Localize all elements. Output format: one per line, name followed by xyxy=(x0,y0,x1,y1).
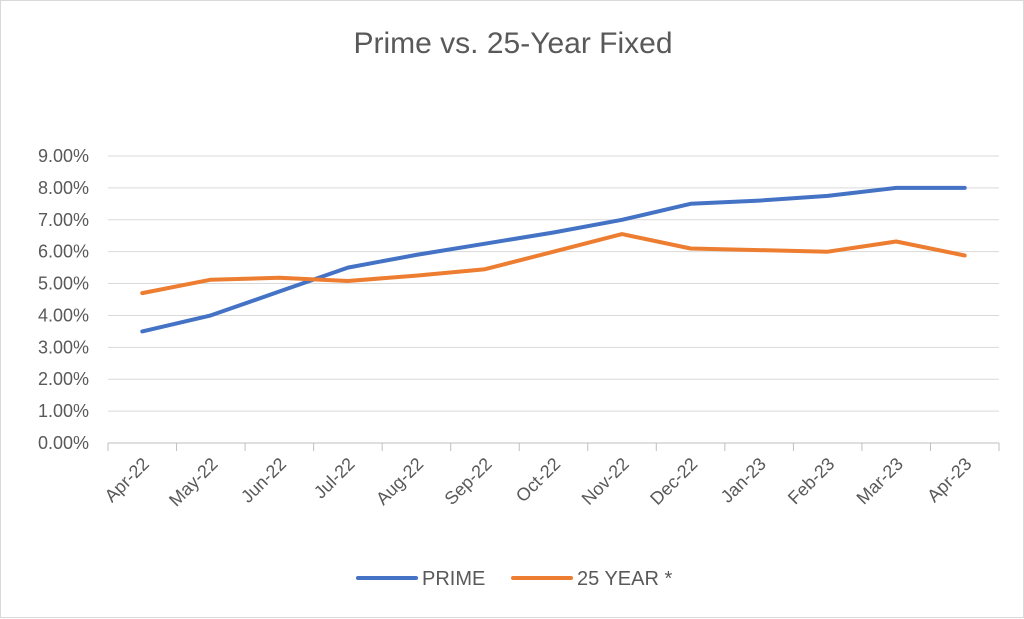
y-tick-label: 4.00% xyxy=(38,305,89,325)
x-tick-label: Jul-22 xyxy=(310,454,359,503)
x-tick-label: Apr-22 xyxy=(101,454,153,506)
x-tick-label: May-22 xyxy=(165,454,222,511)
y-tick-label: 2.00% xyxy=(38,369,89,389)
x-tick-label: Aug-22 xyxy=(372,454,427,509)
x-tick-label: Feb-23 xyxy=(784,454,838,508)
x-tick-label: Dec-22 xyxy=(646,454,701,509)
x-tick-label: Jun-22 xyxy=(237,454,290,507)
y-tick-label: 8.00% xyxy=(38,178,89,198)
y-tick-label: 6.00% xyxy=(38,242,89,262)
y-tick-label: 7.00% xyxy=(38,210,89,230)
gridlines xyxy=(108,156,999,411)
x-tick-label: Oct-22 xyxy=(512,454,564,506)
series-lines xyxy=(142,188,965,332)
y-tick-label: 9.00% xyxy=(38,146,89,166)
x-tick-label: Nov-22 xyxy=(578,454,633,509)
y-tick-label: 3.00% xyxy=(38,337,89,357)
series-line-prime xyxy=(142,188,964,332)
y-tick-label: 0.00% xyxy=(38,433,89,453)
x-tick-label: Mar-23 xyxy=(853,454,907,508)
x-tick-label: Apr-23 xyxy=(923,454,975,506)
x-tick-label: Sep-22 xyxy=(441,454,496,509)
series-line-25-year xyxy=(142,234,964,293)
y-tick-label: 5.00% xyxy=(38,274,89,294)
y-tick-label: 1.00% xyxy=(38,401,89,421)
legend-label: PRIME xyxy=(422,568,485,590)
legend: PRIME 25 YEAR * xyxy=(358,568,672,590)
x-tick-label: Jan-23 xyxy=(717,454,770,507)
legend-label: 25 YEAR * xyxy=(577,568,672,590)
y-axis-ticks: 0.00% 1.00% 2.00% 3.00% 4.00% 5.00% 6.00% 7.00%… xyxy=(38,146,89,453)
